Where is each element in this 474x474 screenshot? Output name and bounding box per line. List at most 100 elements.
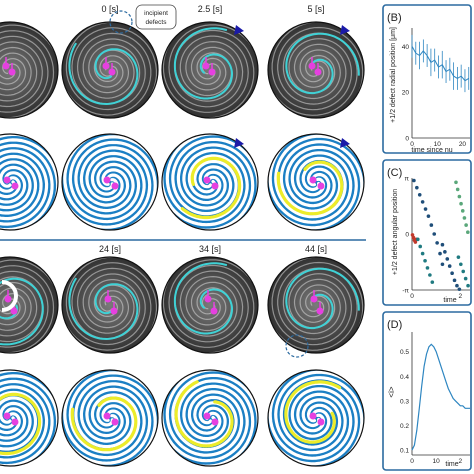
angle-point	[447, 264, 452, 268]
disk-2-2	[161, 256, 259, 354]
callout-ring	[109, 10, 133, 34]
yellow-channel	[70, 396, 138, 452]
time-label-0: 0 [s]	[101, 4, 118, 14]
time-label-34: 34 [s]	[199, 244, 221, 254]
channel	[165, 370, 258, 457]
panel-d-ylabel: <i>	[387, 386, 396, 397]
channel	[162, 370, 249, 463]
channel	[63, 370, 146, 460]
defect-marker	[316, 307, 324, 315]
defect-marker	[203, 176, 211, 184]
angle-point	[430, 280, 435, 284]
channel	[0, 134, 49, 226]
angle-point	[423, 207, 428, 211]
texture-streak	[0, 30, 55, 118]
defect-marker	[208, 68, 216, 76]
y-tick-label: 0	[405, 232, 409, 239]
radial-position-line	[411, 46, 469, 82]
texture-streak	[0, 270, 49, 348]
disk-1-3	[267, 133, 365, 231]
callout-box	[135, 4, 177, 30]
disk-outline	[267, 369, 365, 467]
angle-point	[457, 194, 462, 199]
angle-point	[455, 187, 460, 192]
disk-0-2	[161, 21, 259, 119]
y-tick-label: -π	[402, 287, 409, 294]
angle-point	[426, 214, 431, 218]
defect-marker	[11, 182, 19, 190]
y-tick-label: 0.5	[400, 349, 409, 356]
disk-3-2	[161, 369, 259, 467]
texture-streak	[71, 27, 157, 105]
angle-point	[462, 216, 467, 220]
texture-streak	[66, 267, 152, 351]
channel	[171, 373, 258, 466]
y-tick-label: 40	[402, 44, 410, 51]
texture-streak	[271, 257, 352, 346]
disk-outline	[267, 133, 365, 231]
defect-marker	[10, 307, 18, 315]
disk-outline	[267, 256, 365, 354]
y-tick-label: π	[405, 176, 410, 183]
disk-outline	[61, 256, 159, 354]
channel	[0, 379, 54, 466]
defect-marker	[111, 182, 119, 190]
x-tick-label: 0	[410, 141, 414, 148]
channel	[63, 134, 146, 224]
time-label-24: 24 [s]	[99, 244, 121, 254]
angle-point	[466, 283, 470, 288]
time-label-44: 44 [s]	[305, 244, 327, 254]
yellow-channel	[0, 392, 42, 456]
defect-marker	[211, 182, 219, 190]
texture-streak	[277, 26, 364, 105]
texture-streak	[274, 32, 358, 116]
defect-marker	[310, 295, 318, 303]
incipient-defects-callout: incipient defects	[109, 4, 177, 34]
channel	[74, 140, 157, 230]
angle-point	[464, 223, 468, 227]
texture-streak	[0, 35, 49, 113]
channel	[268, 134, 353, 224]
cyan-trace	[68, 42, 139, 106]
angle-point	[454, 180, 458, 185]
defect-marker	[4, 295, 12, 303]
defect-highlight-ring	[285, 334, 309, 358]
angle-point	[452, 278, 457, 283]
disk-0-3	[267, 21, 365, 119]
disk-0-0	[0, 21, 59, 119]
texture-streak	[277, 261, 364, 340]
channel	[0, 374, 58, 466]
angle-point	[435, 241, 439, 245]
angle-point	[457, 287, 462, 292]
angle-point	[456, 255, 461, 259]
channel	[62, 382, 152, 465]
order-parameter-line	[411, 343, 470, 451]
panel-c-frame	[382, 159, 472, 306]
rotation-arrow-icon	[1, 280, 18, 312]
defect-marker	[317, 418, 325, 426]
channel	[279, 376, 364, 466]
angle-point	[455, 283, 459, 288]
panel-c-chart: π0-π0 2	[402, 176, 470, 300]
disk-outline	[267, 21, 365, 119]
disk-2-1	[61, 256, 159, 354]
defect-marker	[103, 176, 111, 184]
cyan-trace	[68, 277, 139, 341]
callout-text-line2: defects	[146, 19, 168, 26]
angle-point	[461, 269, 466, 274]
defect-marker	[203, 412, 211, 420]
texture-streak	[168, 24, 253, 108]
x-tick-label: 0	[410, 458, 414, 465]
panel-b-xlabel: time since nu	[411, 147, 452, 154]
defect-marker	[111, 418, 119, 426]
navy-wedge	[340, 25, 350, 35]
disk-outline	[0, 369, 59, 467]
yellow-channel	[276, 160, 344, 216]
disk-2-0	[0, 256, 59, 354]
defect-marker	[108, 68, 116, 76]
angle-point	[438, 251, 442, 256]
channel	[0, 134, 58, 221]
channel	[274, 134, 364, 219]
channel	[162, 143, 255, 230]
texture-streak	[173, 264, 255, 353]
